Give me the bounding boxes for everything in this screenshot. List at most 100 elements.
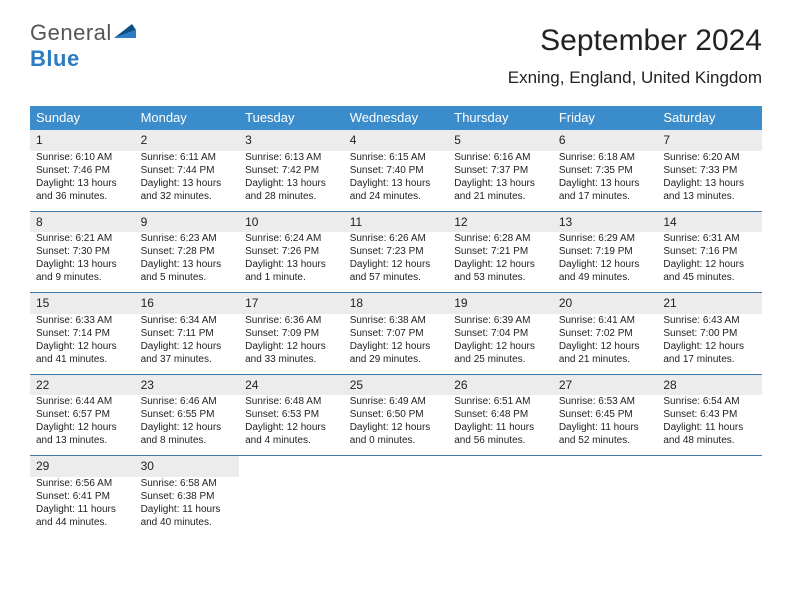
daylight-text: and 44 minutes.: [36, 516, 129, 529]
day-info-row: Sunrise: 6:56 AMSunset: 6:41 PMDaylight:…: [30, 477, 762, 537]
sunrise-text: Sunrise: 6:34 AM: [141, 314, 234, 327]
sunrise-text: Sunrise: 6:20 AM: [663, 151, 756, 164]
sunrise-text: Sunrise: 6:18 AM: [559, 151, 652, 164]
day-info-cell: Sunrise: 6:46 AMSunset: 6:55 PMDaylight:…: [135, 395, 240, 455]
day-number-cell: 10: [239, 212, 344, 233]
sunset-text: Sunset: 6:41 PM: [36, 490, 129, 503]
sunrise-text: Sunrise: 6:54 AM: [663, 395, 756, 408]
day-info-cell: Sunrise: 6:11 AMSunset: 7:44 PMDaylight:…: [135, 151, 240, 211]
daylight-text: Daylight: 12 hours: [454, 340, 547, 353]
day-info-cell: Sunrise: 6:41 AMSunset: 7:02 PMDaylight:…: [553, 314, 658, 374]
daylight-text: Daylight: 13 hours: [663, 177, 756, 190]
sunset-text: Sunset: 7:26 PM: [245, 245, 338, 258]
calendar-table: SundayMondayTuesdayWednesdayThursdayFrid…: [30, 106, 762, 537]
sunrise-text: Sunrise: 6:46 AM: [141, 395, 234, 408]
day-info-cell: [553, 477, 658, 537]
day-info-row: Sunrise: 6:21 AMSunset: 7:30 PMDaylight:…: [30, 232, 762, 292]
day-header: Saturday: [657, 106, 762, 130]
week-separator: [30, 211, 762, 212]
sunrise-text: Sunrise: 6:33 AM: [36, 314, 129, 327]
day-header: Tuesday: [239, 106, 344, 130]
day-info-cell: [239, 477, 344, 537]
day-info-cell: Sunrise: 6:10 AMSunset: 7:46 PMDaylight:…: [30, 151, 135, 211]
day-info-cell: Sunrise: 6:15 AMSunset: 7:40 PMDaylight:…: [344, 151, 449, 211]
sunset-text: Sunset: 7:37 PM: [454, 164, 547, 177]
page-header: September 2024 Exning, England, United K…: [508, 24, 762, 88]
day-info-cell: Sunrise: 6:33 AMSunset: 7:14 PMDaylight:…: [30, 314, 135, 374]
daylight-text: Daylight: 13 hours: [454, 177, 547, 190]
daylight-text: and 21 minutes.: [559, 353, 652, 366]
sunset-text: Sunset: 7:00 PM: [663, 327, 756, 340]
logo-swoosh-icon: [114, 24, 136, 38]
daylight-text: Daylight: 12 hours: [141, 340, 234, 353]
day-number-cell: 25: [344, 375, 449, 396]
day-info-cell: Sunrise: 6:31 AMSunset: 7:16 PMDaylight:…: [657, 232, 762, 292]
day-number-cell: 16: [135, 293, 240, 314]
sunset-text: Sunset: 7:04 PM: [454, 327, 547, 340]
sunrise-text: Sunrise: 6:31 AM: [663, 232, 756, 245]
daylight-text: Daylight: 13 hours: [36, 177, 129, 190]
daylight-text: and 56 minutes.: [454, 434, 547, 447]
day-number-cell: 6: [553, 130, 658, 151]
logo: General Blue: [30, 20, 136, 72]
sunset-text: Sunset: 6:43 PM: [663, 408, 756, 421]
daylight-text: Daylight: 12 hours: [245, 340, 338, 353]
daylight-text: and 24 minutes.: [350, 190, 443, 203]
day-header-row: SundayMondayTuesdayWednesdayThursdayFrid…: [30, 106, 762, 130]
sunset-text: Sunset: 7:02 PM: [559, 327, 652, 340]
day-number-cell: 13: [553, 212, 658, 233]
sunset-text: Sunset: 6:55 PM: [141, 408, 234, 421]
sunrise-text: Sunrise: 6:29 AM: [559, 232, 652, 245]
day-info-cell: Sunrise: 6:53 AMSunset: 6:45 PMDaylight:…: [553, 395, 658, 455]
daylight-text: Daylight: 11 hours: [559, 421, 652, 434]
daylight-text: and 53 minutes.: [454, 271, 547, 284]
day-header: Sunday: [30, 106, 135, 130]
daylight-text: Daylight: 11 hours: [141, 503, 234, 516]
day-info-cell: Sunrise: 6:36 AMSunset: 7:09 PMDaylight:…: [239, 314, 344, 374]
day-info-cell: Sunrise: 6:16 AMSunset: 7:37 PMDaylight:…: [448, 151, 553, 211]
daylight-text: and 48 minutes.: [663, 434, 756, 447]
daynum-row: 1234567: [30, 130, 762, 151]
daylight-text: and 40 minutes.: [141, 516, 234, 529]
daylight-text: Daylight: 12 hours: [559, 258, 652, 271]
day-number-cell: 29: [30, 456, 135, 477]
day-info-cell: Sunrise: 6:23 AMSunset: 7:28 PMDaylight:…: [135, 232, 240, 292]
day-info-cell: [448, 477, 553, 537]
sunrise-text: Sunrise: 6:51 AM: [454, 395, 547, 408]
sunset-text: Sunset: 7:28 PM: [141, 245, 234, 258]
day-header: Wednesday: [344, 106, 449, 130]
daylight-text: Daylight: 13 hours: [141, 177, 234, 190]
sunrise-text: Sunrise: 6:58 AM: [141, 477, 234, 490]
day-info-cell: Sunrise: 6:38 AMSunset: 7:07 PMDaylight:…: [344, 314, 449, 374]
week-separator: [30, 455, 762, 456]
sunrise-text: Sunrise: 6:43 AM: [663, 314, 756, 327]
day-info-cell: Sunrise: 6:58 AMSunset: 6:38 PMDaylight:…: [135, 477, 240, 537]
day-info-cell: [344, 477, 449, 537]
sunset-text: Sunset: 7:42 PM: [245, 164, 338, 177]
day-number-cell: 30: [135, 456, 240, 477]
day-info-cell: Sunrise: 6:26 AMSunset: 7:23 PMDaylight:…: [344, 232, 449, 292]
daylight-text: and 5 minutes.: [141, 271, 234, 284]
day-info-cell: Sunrise: 6:48 AMSunset: 6:53 PMDaylight:…: [239, 395, 344, 455]
sunrise-text: Sunrise: 6:49 AM: [350, 395, 443, 408]
daylight-text: and 36 minutes.: [36, 190, 129, 203]
day-number-cell: 11: [344, 212, 449, 233]
daylight-text: Daylight: 13 hours: [245, 177, 338, 190]
day-number-cell: 15: [30, 293, 135, 314]
daylight-text: and 17 minutes.: [559, 190, 652, 203]
day-number-cell: 3: [239, 130, 344, 151]
sunrise-text: Sunrise: 6:11 AM: [141, 151, 234, 164]
day-info-cell: Sunrise: 6:18 AMSunset: 7:35 PMDaylight:…: [553, 151, 658, 211]
week-separator: [30, 292, 762, 293]
logo-text-general: General: [30, 20, 112, 45]
day-number-cell: 26: [448, 375, 553, 396]
sunset-text: Sunset: 6:53 PM: [245, 408, 338, 421]
sunset-text: Sunset: 7:11 PM: [141, 327, 234, 340]
day-info-cell: Sunrise: 6:54 AMSunset: 6:43 PMDaylight:…: [657, 395, 762, 455]
day-info-cell: Sunrise: 6:44 AMSunset: 6:57 PMDaylight:…: [30, 395, 135, 455]
daynum-row: 22232425262728: [30, 375, 762, 396]
sunrise-text: Sunrise: 6:38 AM: [350, 314, 443, 327]
daynum-row: 891011121314: [30, 212, 762, 233]
sunrise-text: Sunrise: 6:26 AM: [350, 232, 443, 245]
day-number-cell: 21: [657, 293, 762, 314]
